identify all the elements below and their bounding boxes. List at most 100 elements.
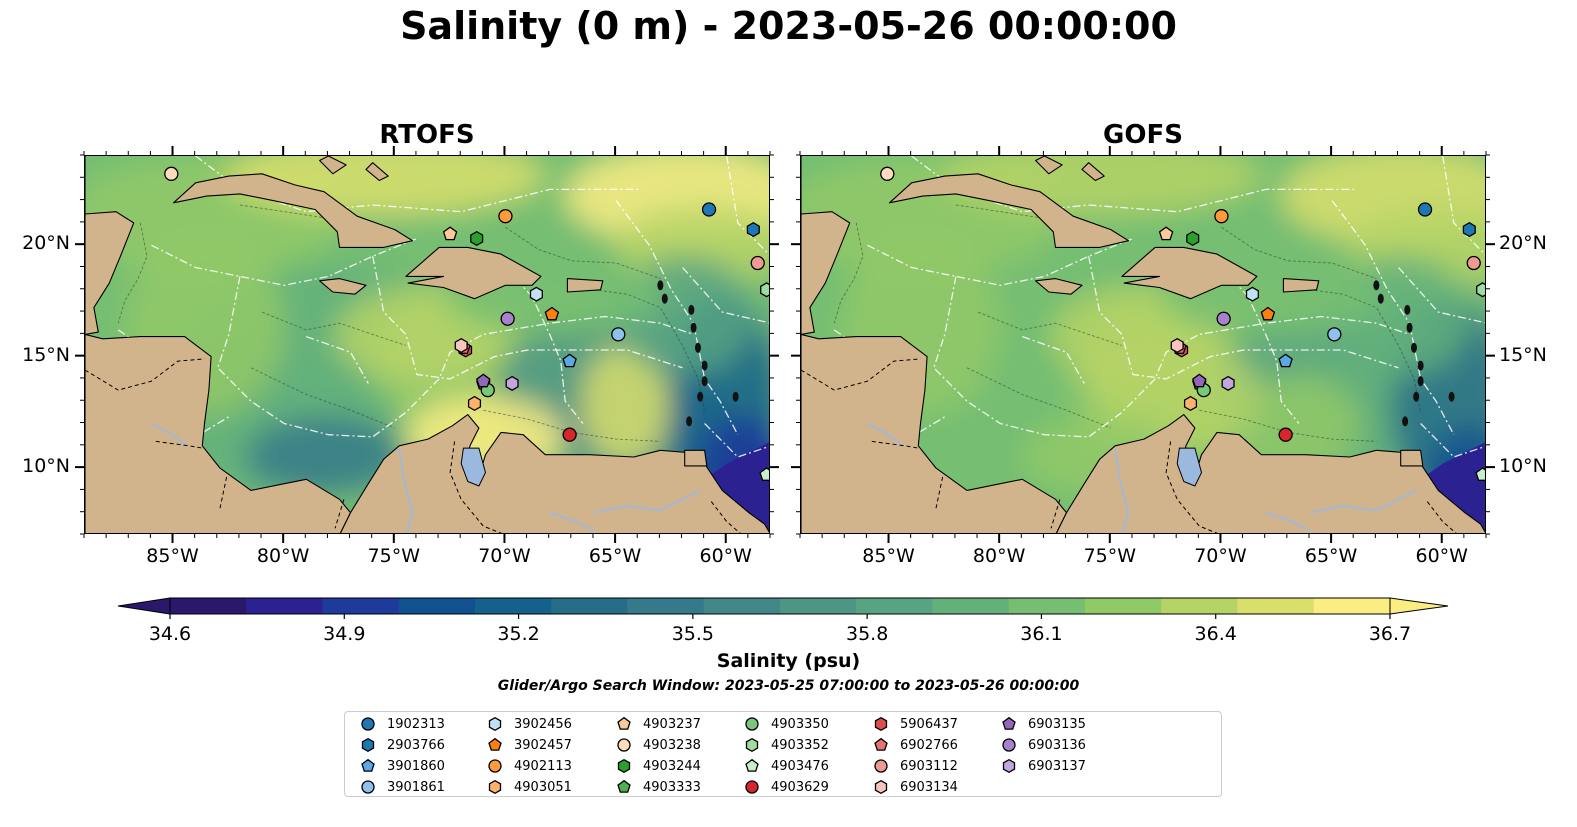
land-trinidad xyxy=(1400,449,1424,467)
colorbar-segment xyxy=(627,598,705,614)
pentagon-marker-icon xyxy=(617,779,631,793)
land-hispaniola xyxy=(1121,246,1258,300)
pentagon-marker-icon xyxy=(745,758,759,772)
legend-item-4903476: 4903476 xyxy=(743,756,829,776)
legend-label: 4903333 xyxy=(643,779,701,795)
colorbar-segment xyxy=(1008,598,1086,614)
float-3902456-marker xyxy=(1245,286,1259,302)
float-4903352-marker xyxy=(1476,282,1485,298)
land-trinidad xyxy=(684,449,708,467)
colorbar-tick-label: 36.1 xyxy=(1020,623,1063,645)
island-5 xyxy=(697,391,704,402)
float-4903051-marker xyxy=(467,395,482,412)
circle-marker-icon xyxy=(1002,738,1016,752)
map-rtofs-canvas xyxy=(85,156,769,533)
float-1902313-marker xyxy=(701,202,717,217)
legend-item-4903352: 4903352 xyxy=(743,735,829,755)
legend-label: 1902313 xyxy=(387,716,445,732)
land-cuba xyxy=(172,173,414,248)
legend-label: 3902456 xyxy=(514,716,572,732)
lon-tick-label: 60°W xyxy=(1415,545,1468,567)
land-southam xyxy=(339,414,769,533)
float-legend: 1902313 2903766 3901860 3901861 3902456 39024… xyxy=(344,711,1222,797)
legend-item-4902113: 4902113 xyxy=(486,756,572,776)
land-yucatan xyxy=(801,156,851,335)
float-6903112-marker xyxy=(1466,255,1481,271)
colorbar-tick-label: 34.6 xyxy=(148,623,192,645)
float-6903137-marker xyxy=(1221,375,1235,391)
pentagon-marker-icon xyxy=(488,737,502,751)
hexagon-marker-icon xyxy=(745,737,759,753)
island-7 xyxy=(1448,391,1455,402)
map-gofs-canvas xyxy=(801,156,1485,533)
legend-item-4903333: 4903333 xyxy=(615,777,701,797)
island-2 xyxy=(694,342,701,353)
legend-item-6903137: 6903137 xyxy=(1000,756,1086,776)
lat-tick-label: 15°N xyxy=(22,343,70,366)
island-1 xyxy=(1406,322,1413,333)
land-bahamas2 xyxy=(1081,162,1105,182)
legend-item-3901860: 3901860 xyxy=(359,756,445,776)
float-2903766-marker xyxy=(1462,221,1476,238)
hexagon-marker-icon xyxy=(361,737,375,753)
amazon-plume xyxy=(1420,442,1485,533)
legend-label: 4903629 xyxy=(771,779,829,795)
legend-label: 6903135 xyxy=(1028,716,1086,732)
island-0 xyxy=(688,304,695,315)
float-3901860-marker xyxy=(562,353,577,368)
colorbar-segment xyxy=(551,598,629,614)
legend-item-4903629: 4903629 xyxy=(743,777,829,797)
float-4903629-marker xyxy=(1278,427,1293,442)
island-2 xyxy=(1410,342,1417,353)
colorbar-segment xyxy=(246,598,324,614)
lon-tick-label: 85°W xyxy=(146,545,199,567)
float-4903051-marker xyxy=(1183,395,1198,412)
float-6903134-marker xyxy=(454,337,468,354)
float-6903136-marker xyxy=(1216,311,1231,326)
hexagon-marker-icon xyxy=(874,716,888,732)
island-6 xyxy=(686,416,693,427)
legend-item-3902456: 3902456 xyxy=(486,714,572,734)
float-4903476-marker xyxy=(1475,467,1485,481)
hexagon-marker-icon xyxy=(488,716,502,732)
circle-marker-icon xyxy=(745,780,759,794)
lon-tick-label: 65°W xyxy=(1304,545,1358,567)
float-4903476-marker xyxy=(759,467,769,481)
lat-tick-label: 10°N xyxy=(22,455,70,478)
float-4903237-marker xyxy=(442,226,458,241)
lon-tick-label: 75°W xyxy=(367,545,421,567)
colorbar-segment xyxy=(1313,598,1391,614)
island-4 xyxy=(701,376,708,387)
island-9 xyxy=(657,280,664,291)
amazon-plume xyxy=(704,442,769,533)
float-4903244-marker xyxy=(1186,230,1200,247)
lake-maracaibo xyxy=(1176,447,1203,487)
float-3901861-marker xyxy=(611,327,626,342)
land-cuba xyxy=(888,173,1130,248)
legend-label: 4903476 xyxy=(771,758,829,774)
colorbar-segment xyxy=(1237,598,1315,614)
lat-tick-label: 20°N xyxy=(1499,232,1547,255)
legend-item-6903136: 6903136 xyxy=(1000,735,1086,755)
lon-tick-label: 60°W xyxy=(699,545,752,567)
lon-tick-label: 75°W xyxy=(1083,545,1137,567)
legend-label: 3902457 xyxy=(514,737,572,753)
legend-item-6903112: 6903112 xyxy=(872,756,958,776)
float-6903135-marker xyxy=(1192,373,1207,388)
legend-item-4903051: 4903051 xyxy=(486,777,572,797)
lon-tick-label: 70°W xyxy=(1194,545,1247,567)
colorbar-segment xyxy=(856,598,934,614)
island-9 xyxy=(1373,280,1380,291)
island-8 xyxy=(661,293,668,304)
land-yucatan xyxy=(85,156,135,335)
lon-tick-label: 85°W xyxy=(862,545,915,567)
legend-label: 4902113 xyxy=(514,758,572,774)
lon-tick-label: 70°W xyxy=(478,545,531,567)
legend-item-6903135: 6903135 xyxy=(1000,714,1086,734)
legend-label: 4903244 xyxy=(643,758,701,774)
map-rtofs xyxy=(84,155,770,534)
legend-item-4903350: 4903350 xyxy=(743,714,829,734)
land-southam xyxy=(1055,414,1485,533)
legend-label: 6903136 xyxy=(1028,737,1086,753)
